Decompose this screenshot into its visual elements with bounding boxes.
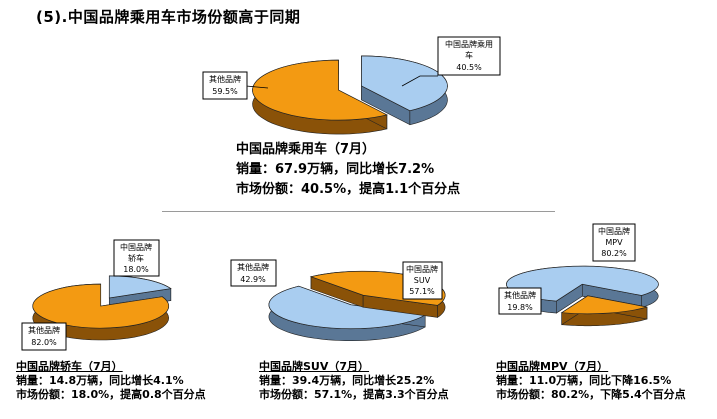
suv-slice-china — [268, 285, 427, 341]
main-info-heading: 中国品牌乘用车（7月） — [236, 142, 376, 157]
suv-china-label-box — [402, 261, 443, 300]
sedan-china-label-line1: 中国品牌 — [120, 242, 152, 252]
main-slice-other — [252, 59, 388, 135]
mpv-info-share: 市场份额：80.2%，下降5.4个百分点 — [496, 388, 686, 401]
sedan-info-block: 中国品牌轿车（7月） 销量：14.8万辆，同比增长4.1% 市场份额：18.0%… — [16, 360, 206, 402]
main-china-label-line2: 车 — [465, 50, 473, 60]
mpv-info-sales: 销量：11.0万辆，同比下降16.5% — [496, 374, 672, 387]
mpv-info-heading: 中国品牌MPV（7月） — [496, 360, 609, 373]
sedan-info-heading: 中国品牌轿车（7月） — [16, 360, 123, 373]
suv-china-label-line1: 中国品牌 — [406, 264, 438, 274]
main-china-label-value: 40.5% — [456, 63, 482, 72]
suv-other-label-box — [230, 259, 277, 287]
main-other-label-box — [202, 71, 248, 100]
sedan-pie-labels: 中国品牌 轿车 18.0% 其他品牌 82.0% — [21, 239, 160, 351]
section-divider — [162, 211, 555, 212]
mpv-slice-other — [560, 295, 648, 327]
mpv-other-label-box — [498, 287, 542, 315]
mpv-other-label-line1: 其他品牌 — [504, 290, 536, 300]
suv-other-label-line1: 其他品牌 — [237, 262, 269, 272]
main-china-label-line1: 中国品牌乘用 — [445, 39, 493, 49]
suv-info-block: 中国品牌SUV（7月） 销量：39.4万辆，同比增长25.2% 市场份额：57.… — [259, 360, 449, 402]
mpv-other-label-value: 19.8% — [507, 303, 533, 312]
main-china-leader — [401, 75, 438, 87]
suv-info-heading: 中国品牌SUV（7月） — [259, 360, 370, 373]
sedan-china-label-value: 18.0% — [123, 265, 149, 274]
page-title: (5).中国品牌乘用车市场份额高于同期 — [36, 8, 301, 26]
mpv-slice-china — [506, 265, 659, 314]
sedan-other-label-line1: 其他品牌 — [28, 325, 60, 335]
main-slice-top — [361, 55, 448, 112]
sedan-slice-other — [32, 283, 170, 341]
mpv-china-label-box — [592, 223, 636, 262]
main-info-share: 市场份额：40.5%，提高1.1个百分点 — [236, 182, 461, 197]
main-pie-labels: 中国品牌乘用 车 40.5% 其他品牌 59.5% — [202, 36, 501, 100]
mpv-pie-labels: 中国品牌 MPV 80.2% 其他品牌 19.8% — [498, 223, 636, 315]
mpv-china-label-value: 80.2% — [601, 249, 627, 258]
sedan-info-share: 市场份额：18.0%，提高0.8个百分点 — [16, 388, 206, 401]
suv-info-share: 市场份额：57.1%，提高3.3个百分点 — [259, 388, 449, 401]
mpv-china-label-line2: MPV — [605, 238, 623, 247]
main-info-sales: 销量：67.9万辆，同比增长7.2% — [236, 162, 435, 177]
sedan-other-label-value: 82.0% — [31, 338, 57, 347]
main-info-block: 中国品牌乘用车（7月） 销量：67.9万辆，同比增长7.2% 市场份额：40.5… — [236, 140, 460, 200]
main-china-label-box — [437, 36, 501, 76]
main-other-label-value: 59.5% — [212, 87, 238, 96]
sedan-info-sales: 销量：14.8万辆，同比增长4.1% — [16, 374, 184, 387]
suv-pie-labels: 其他品牌 42.9% 中国品牌 SUV 57.1% — [230, 259, 443, 300]
mpv-china-label-line1: 中国品牌 — [598, 226, 630, 236]
main-other-leader — [245, 85, 269, 89]
suv-china-label-value: 57.1% — [409, 287, 435, 296]
main-slice-china — [361, 55, 448, 126]
sedan-china-label-line2: 轿车 — [128, 253, 144, 263]
mpv-info-block: 中国品牌MPV（7月） 销量：11.0万辆，同比下降16.5% 市场份额：80.… — [496, 360, 686, 402]
suv-slice-top — [268, 285, 427, 330]
suv-china-label-line2: SUV — [414, 276, 431, 285]
suv-other-label-value: 42.9% — [240, 275, 266, 284]
main-other-label-line1: 其他品牌 — [209, 74, 241, 84]
sedan-china-label-box — [113, 239, 160, 277]
sedan-other-label-box — [21, 322, 67, 351]
main-slice-top — [252, 59, 388, 121]
suv-info-sales: 销量：39.4万辆，同比增长25.2% — [259, 374, 435, 387]
mpv-slice-top — [560, 295, 648, 315]
